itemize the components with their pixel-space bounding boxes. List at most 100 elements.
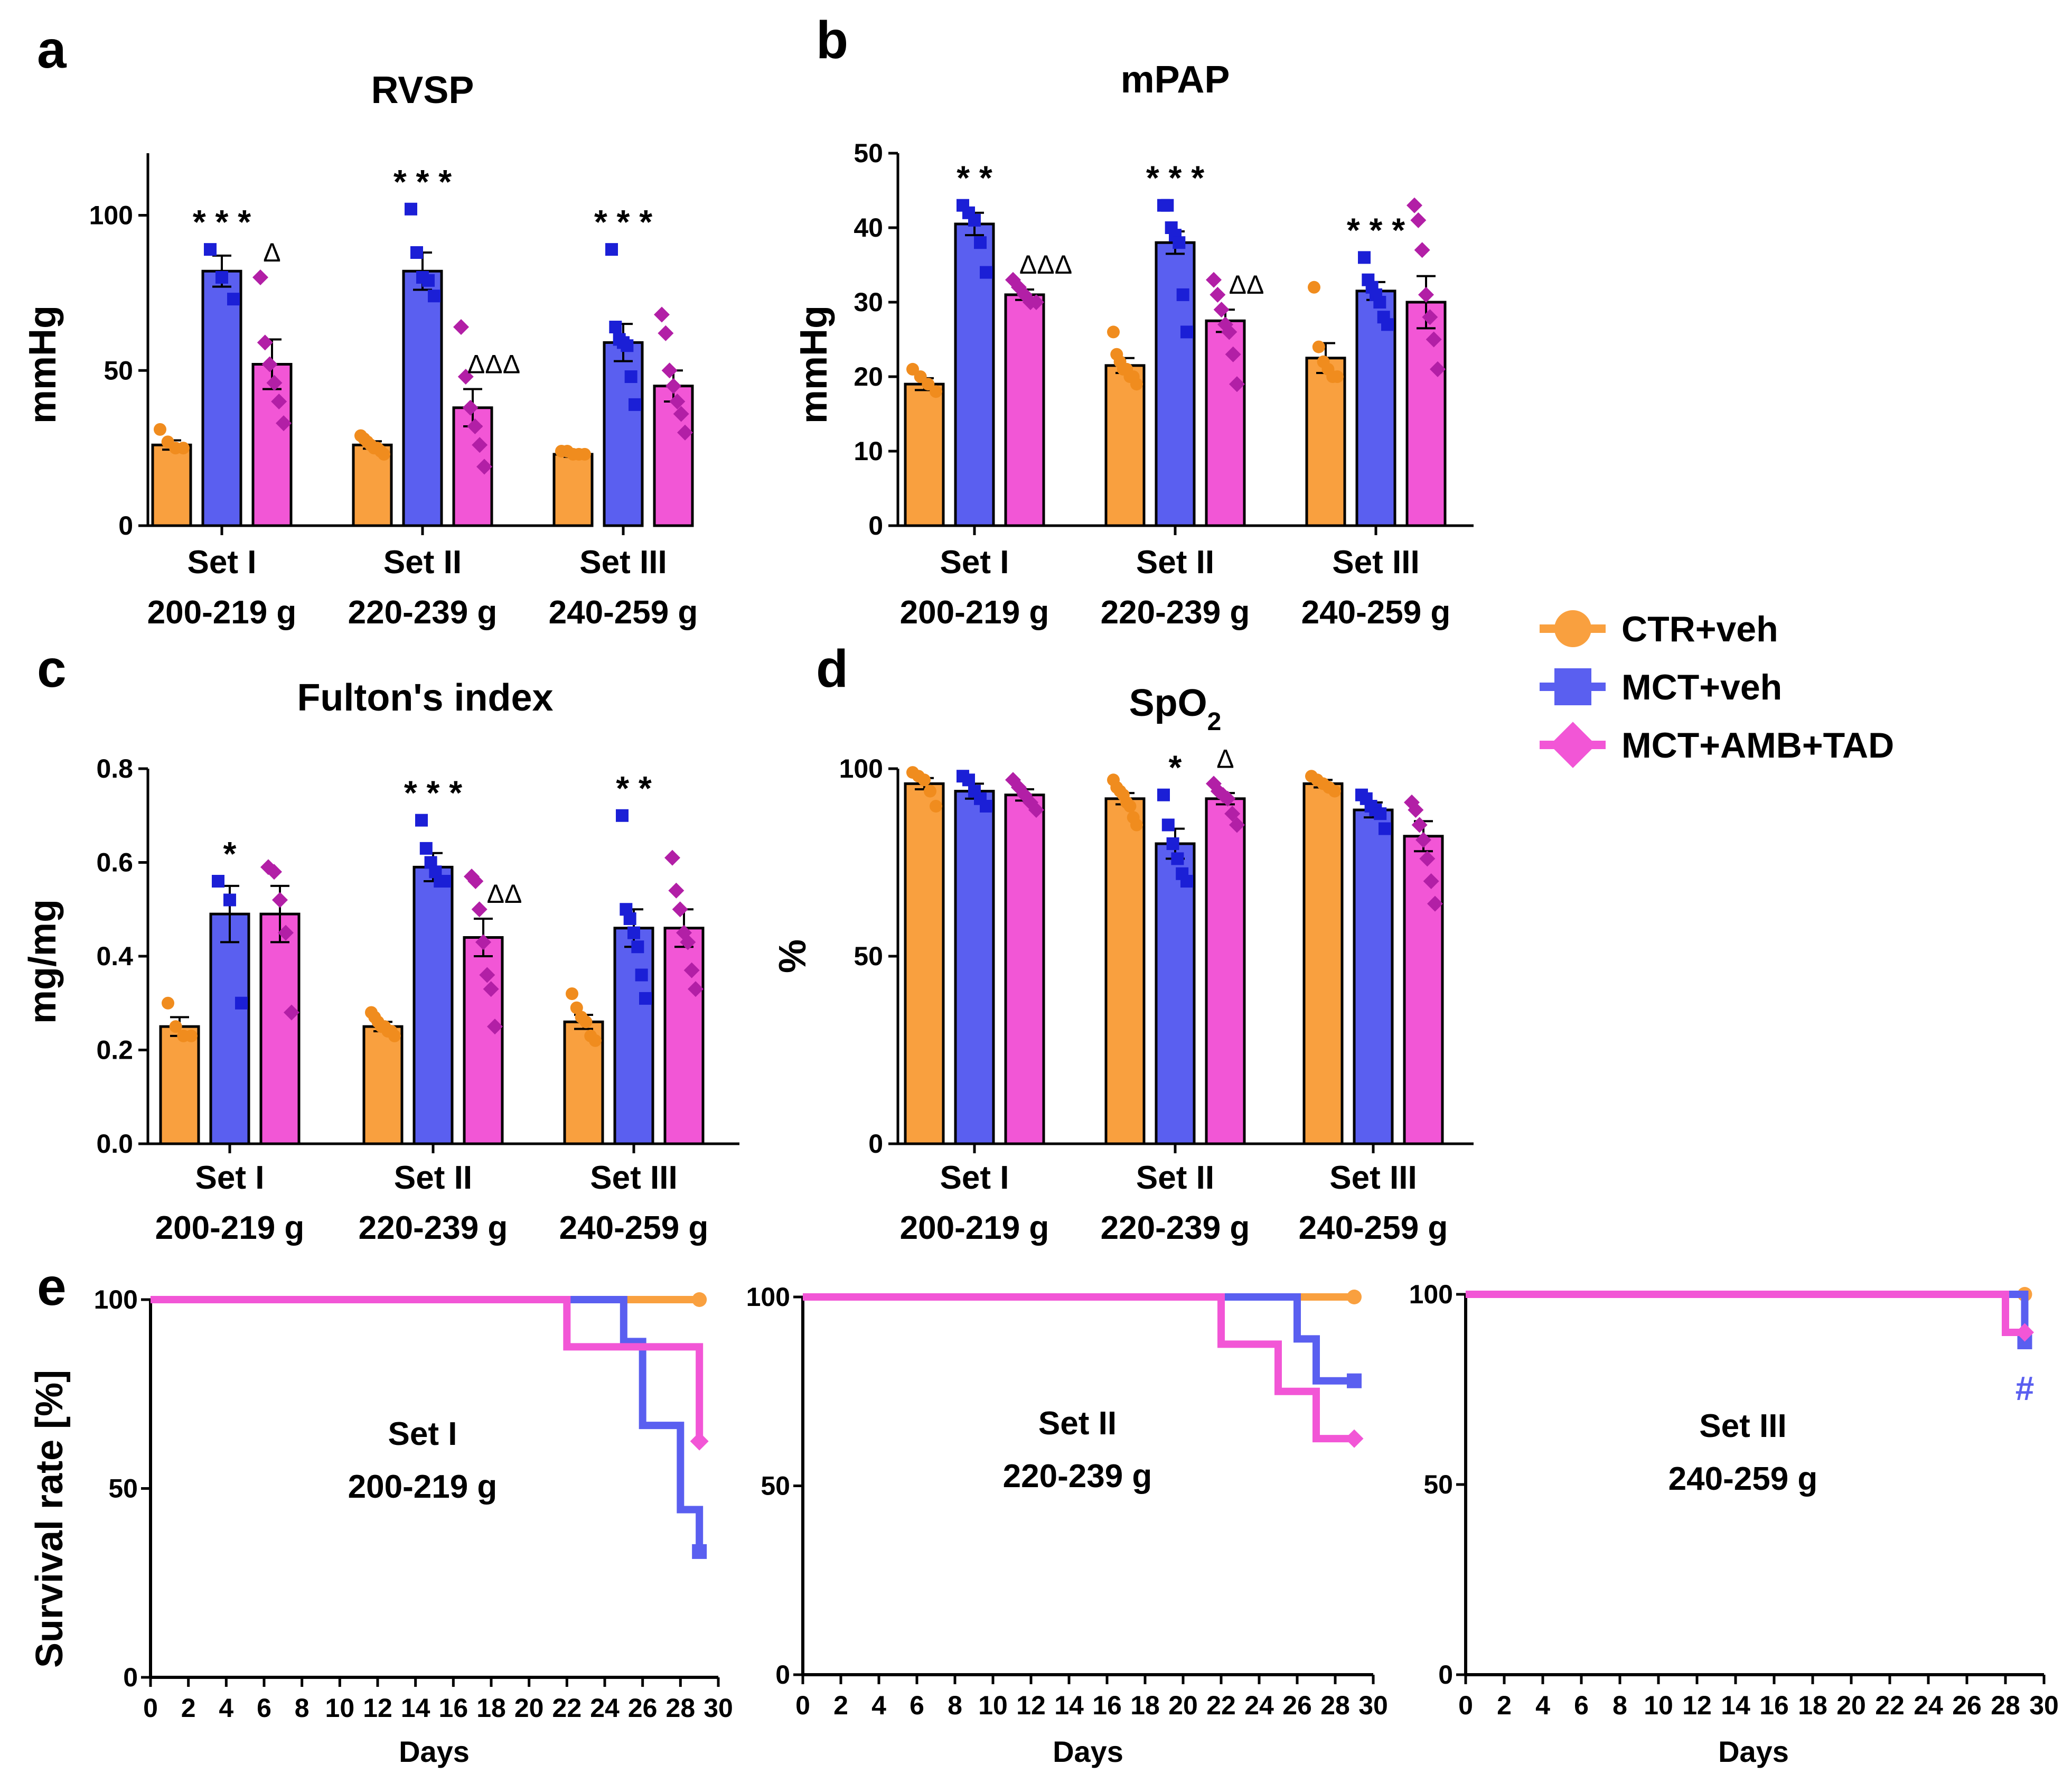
bar (412, 865, 454, 1145)
data-point (1415, 832, 1431, 848)
legend-item: MCT+AMB+TAD (1540, 722, 1894, 768)
data-point (1028, 802, 1044, 818)
set-label: Set I (388, 1416, 457, 1452)
y-tick-label: 0.4 (96, 941, 133, 971)
data-point (623, 912, 636, 925)
y-axis-label: mmHg (22, 305, 64, 424)
data-point (658, 325, 674, 341)
x-tick-label: 14 (401, 1693, 430, 1723)
data-point (428, 290, 440, 303)
y-tick-label: 100 (1409, 1280, 1453, 1309)
data-point (980, 800, 992, 813)
x-tick-label: 14 (1721, 1691, 1750, 1720)
data-point (680, 934, 696, 950)
y-tick-label: 0 (868, 1129, 883, 1159)
data-point (1408, 802, 1424, 818)
bar (1353, 808, 1394, 1145)
data-point (609, 321, 622, 333)
category-sublabel: 220-239 g (1101, 594, 1250, 631)
bar (1205, 797, 1246, 1145)
y-tick-label: 20 (854, 362, 883, 391)
x-tick-label: 6 (1574, 1691, 1589, 1720)
x-axis-label: Days (1718, 1735, 1789, 1768)
data-point (664, 850, 680, 866)
data-point (410, 246, 423, 259)
x-tick-label: 12 (1682, 1691, 1712, 1720)
legend-label: MCT+veh (1621, 667, 1782, 707)
data-point (683, 962, 700, 978)
survival-line (151, 1296, 704, 1552)
data-point (1374, 807, 1387, 820)
x-tick-label: 22 (1206, 1691, 1236, 1720)
data-point (665, 378, 681, 394)
data-point (284, 1004, 299, 1021)
x-tick-label: 20 (1168, 1691, 1198, 1720)
data-point (1210, 286, 1226, 303)
data-point (471, 901, 487, 918)
x-tick-label: 24 (590, 1693, 620, 1723)
panel-letter: e (37, 1257, 67, 1317)
data-point (579, 1015, 593, 1029)
x-tick-label: 22 (552, 1693, 582, 1723)
category-sublabel: 200-219 g (147, 594, 297, 631)
y-tick-label: 0 (1438, 1660, 1453, 1689)
x-tick-label: 24 (1914, 1691, 1943, 1720)
x-tick-label: 16 (1092, 1691, 1122, 1720)
x-tick-label: 12 (1016, 1691, 1046, 1720)
data-point (672, 901, 688, 918)
survival-end-marker (1347, 1290, 1362, 1304)
data-point (629, 398, 641, 411)
y-tick-label: 50 (854, 941, 883, 971)
data-point (467, 418, 483, 434)
data-point (1411, 817, 1428, 833)
data-point (1224, 806, 1241, 822)
data-point (204, 243, 217, 256)
data-point (1220, 790, 1236, 807)
data-point (1166, 837, 1179, 850)
data-point (974, 236, 987, 249)
bar (954, 790, 995, 1145)
bar (663, 927, 705, 1145)
x-tick-label: 12 (363, 1693, 392, 1723)
bar (402, 269, 443, 527)
data-point (627, 926, 640, 939)
y-tick-label: 50 (854, 138, 883, 168)
data-point (276, 415, 292, 432)
significance-marker: ΔΔ (487, 879, 522, 909)
panel-letter: b (816, 11, 848, 70)
x-tick-label: 4 (871, 1691, 886, 1720)
category-label: Set II (1136, 544, 1214, 581)
data-point (1331, 370, 1344, 383)
significance-marker: * * * (193, 203, 251, 241)
bar (1305, 357, 1346, 527)
category-sublabel: 240-259 g (559, 1210, 709, 1246)
y-axis-label: Survival rate [%] (29, 1370, 71, 1668)
data-point (227, 293, 240, 306)
bar (653, 385, 694, 527)
bar (201, 269, 242, 527)
x-tick-label: 2 (833, 1691, 848, 1720)
data-point (419, 842, 433, 855)
data-point (467, 873, 484, 889)
data-point (154, 423, 166, 436)
survival-line (151, 1296, 704, 1442)
data-point (654, 306, 670, 323)
category-label: Set II (394, 1160, 472, 1196)
significance-marker: * * * (1347, 211, 1405, 249)
legend-label: CTR+veh (1621, 609, 1778, 649)
data-point (1229, 817, 1245, 833)
bar (159, 1025, 200, 1145)
data-point (1176, 288, 1189, 301)
data-point (1418, 286, 1434, 303)
x-tick-label: 26 (1282, 1691, 1312, 1720)
data-point (980, 266, 992, 279)
data-point (661, 362, 678, 379)
significance-marker: * * * (404, 774, 462, 812)
significance-marker: ΔΔΔ (467, 350, 520, 379)
data-point (479, 967, 495, 983)
bar (613, 927, 654, 1145)
data-point (570, 1001, 583, 1014)
chart-title-main: SpO (1129, 682, 1207, 724)
